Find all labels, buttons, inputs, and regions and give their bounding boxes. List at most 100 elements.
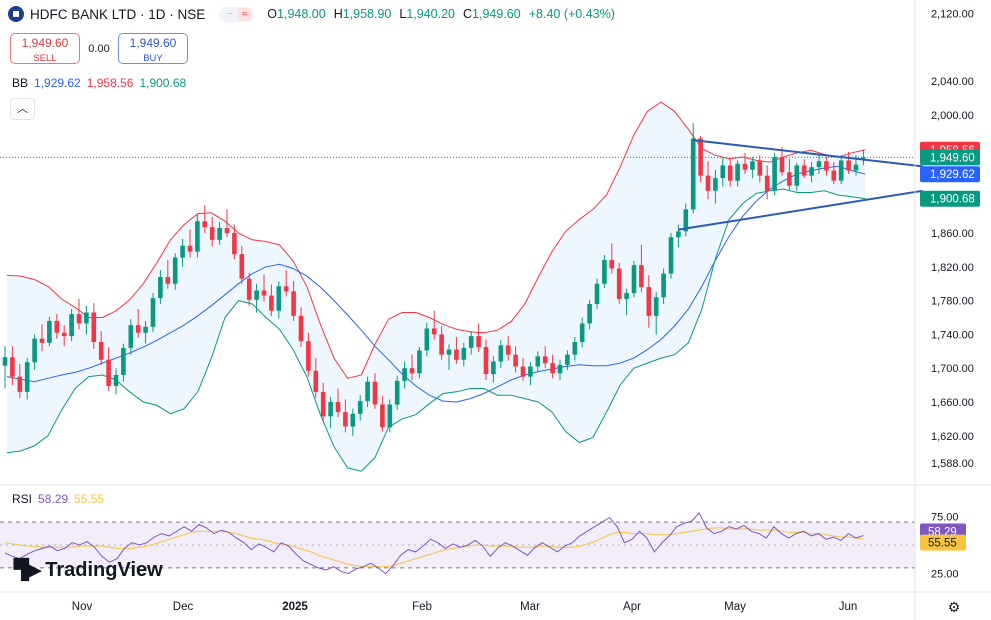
candle-body xyxy=(483,347,489,375)
candle-body xyxy=(224,227,230,234)
time-tick-label: Nov xyxy=(72,601,93,613)
symbol-title[interactable]: HDFC BANK LTD · 1D · NSE xyxy=(30,6,206,22)
sell-price: 1,949.60 xyxy=(21,36,69,50)
indicator-toggle-pill[interactable]: − ≈ xyxy=(219,6,256,22)
time-tick-label: Feb xyxy=(412,601,432,613)
collapse-legend-button[interactable]: ︿ xyxy=(10,98,35,120)
candle-body xyxy=(195,221,200,252)
candle-body xyxy=(61,332,67,337)
buy-label: BUY xyxy=(143,53,163,64)
candle-body xyxy=(313,370,319,392)
candle-body xyxy=(328,401,333,417)
candle-body xyxy=(409,368,415,374)
candle-body xyxy=(565,354,570,365)
bollinger-upper-line xyxy=(6,101,866,379)
candle-body xyxy=(128,325,134,348)
candle-body xyxy=(668,237,674,274)
candle-body xyxy=(143,326,148,333)
candle-body xyxy=(454,349,459,360)
candle-body xyxy=(291,291,296,316)
candle-body xyxy=(158,276,163,299)
price-tick-label: 1,620.00 xyxy=(931,431,974,443)
time-tick-label: Mar xyxy=(520,601,540,613)
price-tick-label: 1,660.00 xyxy=(931,397,974,409)
tradingview-logo[interactable]: ▜▶ TradingView xyxy=(14,559,163,582)
candle-body xyxy=(431,328,437,335)
candle-body xyxy=(787,172,792,186)
settings-gear-icon[interactable]: ⚙ xyxy=(947,599,961,615)
candle-body xyxy=(439,334,444,355)
wave-icon[interactable]: ≈ xyxy=(238,7,252,21)
candle-body xyxy=(424,328,430,351)
bb-legend[interactable]: BB 1,929.62 1,958.56 1,900.68 xyxy=(12,76,186,90)
candle-body xyxy=(572,342,578,355)
candle-body xyxy=(809,167,814,176)
rsi-line xyxy=(4,512,864,575)
candle-body xyxy=(594,283,600,305)
bollinger-bands xyxy=(6,101,866,472)
candle-body xyxy=(690,138,696,210)
candle-body xyxy=(579,323,585,343)
candle-body xyxy=(32,338,37,363)
candle-body xyxy=(357,401,363,414)
candle-body xyxy=(616,268,622,299)
candle-body xyxy=(298,315,304,342)
candle-body xyxy=(217,227,222,240)
price-tick-label: 1,700.00 xyxy=(931,363,974,375)
candle-body xyxy=(2,357,8,366)
symbol-legend: HDFC BANK LTD · 1D · NSE − ≈ O1,948.00 H… xyxy=(8,6,615,22)
candle-body xyxy=(283,286,289,292)
ohlc-high: H1,958.90 xyxy=(333,7,392,21)
tradingview-logo-icon: ▜▶ xyxy=(14,560,41,581)
candle-body xyxy=(106,359,111,386)
candle-body xyxy=(180,245,185,258)
candle-body xyxy=(113,374,119,386)
rsi-value: 58.29 xyxy=(38,492,69,506)
price-label-badge xyxy=(920,190,980,207)
ohlc-open: O1,948.00 xyxy=(267,7,326,21)
candle-body xyxy=(676,231,681,238)
candle-body xyxy=(639,265,644,288)
candle-body xyxy=(320,391,326,417)
candle-body xyxy=(10,357,15,377)
candle-body xyxy=(520,366,526,377)
price-tick-label: 1,588.00 xyxy=(931,458,974,470)
candle-body xyxy=(446,349,452,355)
buy-button[interactable]: 1,949.60 BUY xyxy=(118,33,188,64)
candle-body xyxy=(505,345,511,355)
rsi-legend[interactable]: RSI 58.29 55.55 xyxy=(12,492,104,506)
candle-body xyxy=(824,161,829,171)
candle-body xyxy=(757,161,763,176)
brand-name: TradingView xyxy=(45,559,163,581)
time-tick-label: Jun xyxy=(839,601,858,613)
rsi-label-badge xyxy=(920,534,966,551)
rsi-pane xyxy=(0,512,915,575)
time-tick-label: Dec xyxy=(173,601,194,613)
candle-body xyxy=(602,260,607,284)
candle-body xyxy=(705,175,711,191)
time-tick-label: Apr xyxy=(623,601,641,613)
candle-body xyxy=(269,295,274,311)
candle-body xyxy=(91,312,97,343)
trendline xyxy=(693,139,923,168)
sell-button[interactable]: 1,949.60 SELL xyxy=(10,33,80,64)
candle-body xyxy=(232,233,237,255)
candle-body xyxy=(713,178,718,191)
rsi-ma-value: 55.55 xyxy=(74,492,105,506)
candle-body xyxy=(794,165,800,186)
candle-body xyxy=(54,320,60,333)
price-tick-label: 1,860.00 xyxy=(931,228,974,240)
minus-icon[interactable]: − xyxy=(226,8,233,20)
candle-body xyxy=(853,164,859,171)
price-label-text: 1,929.62 xyxy=(930,169,975,181)
candle-body xyxy=(239,254,245,279)
sell-label: SELL xyxy=(33,53,57,64)
candle-body xyxy=(653,297,659,316)
candle-body xyxy=(624,293,629,299)
candle-body xyxy=(209,227,215,240)
candle-body xyxy=(772,157,777,191)
rsi-tick-label: 75.00 xyxy=(931,511,959,523)
ohlc-values: O1,948.00 H1,958.90 L1,940.20 C1,949.60 … xyxy=(267,7,615,21)
